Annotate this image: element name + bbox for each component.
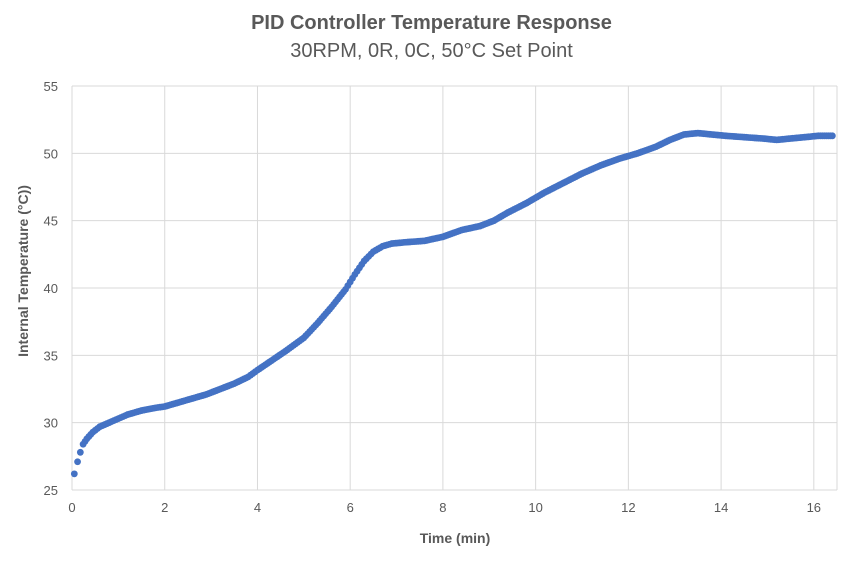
data-point — [76, 448, 84, 456]
y-tick-label: 25 — [44, 483, 58, 498]
x-axis-ticks: 0 2 4 6 8 10 12 14 16 — [68, 500, 821, 515]
y-tick-label: 40 — [44, 281, 58, 296]
y-tick-label: 30 — [44, 416, 58, 431]
x-tick-label: 16 — [807, 500, 821, 515]
y-tick-label: 35 — [44, 348, 58, 363]
data-point — [74, 458, 81, 466]
y-tick-label: 55 — [44, 79, 58, 94]
chart-title: PID Controller Temperature Response — [251, 12, 612, 34]
x-tick-label: 10 — [528, 500, 542, 515]
x-tick-label: 6 — [347, 500, 354, 515]
x-axis-title: Time (min) — [420, 530, 491, 546]
x-tick-label: 12 — [621, 500, 635, 515]
data-point — [828, 132, 836, 140]
y-axis-title: Internal Temperature (°C)) — [15, 185, 31, 357]
y-tick-label: 45 — [44, 214, 58, 229]
data-points — [70, 129, 836, 478]
gridlines — [71, 85, 838, 491]
data-point — [70, 470, 78, 478]
chart-subtitle: 30RPM, 0R, 0C, 50°C Set Point — [290, 40, 573, 62]
x-tick-label: 2 — [161, 500, 168, 515]
x-tick-label: 14 — [714, 500, 728, 515]
x-tick-label: 4 — [254, 500, 261, 515]
x-tick-label: 0 — [68, 500, 75, 515]
y-tick-label: 50 — [44, 146, 58, 161]
y-axis-ticks: 25 30 35 40 45 50 55 — [44, 79, 58, 498]
x-tick-label: 8 — [439, 500, 446, 515]
